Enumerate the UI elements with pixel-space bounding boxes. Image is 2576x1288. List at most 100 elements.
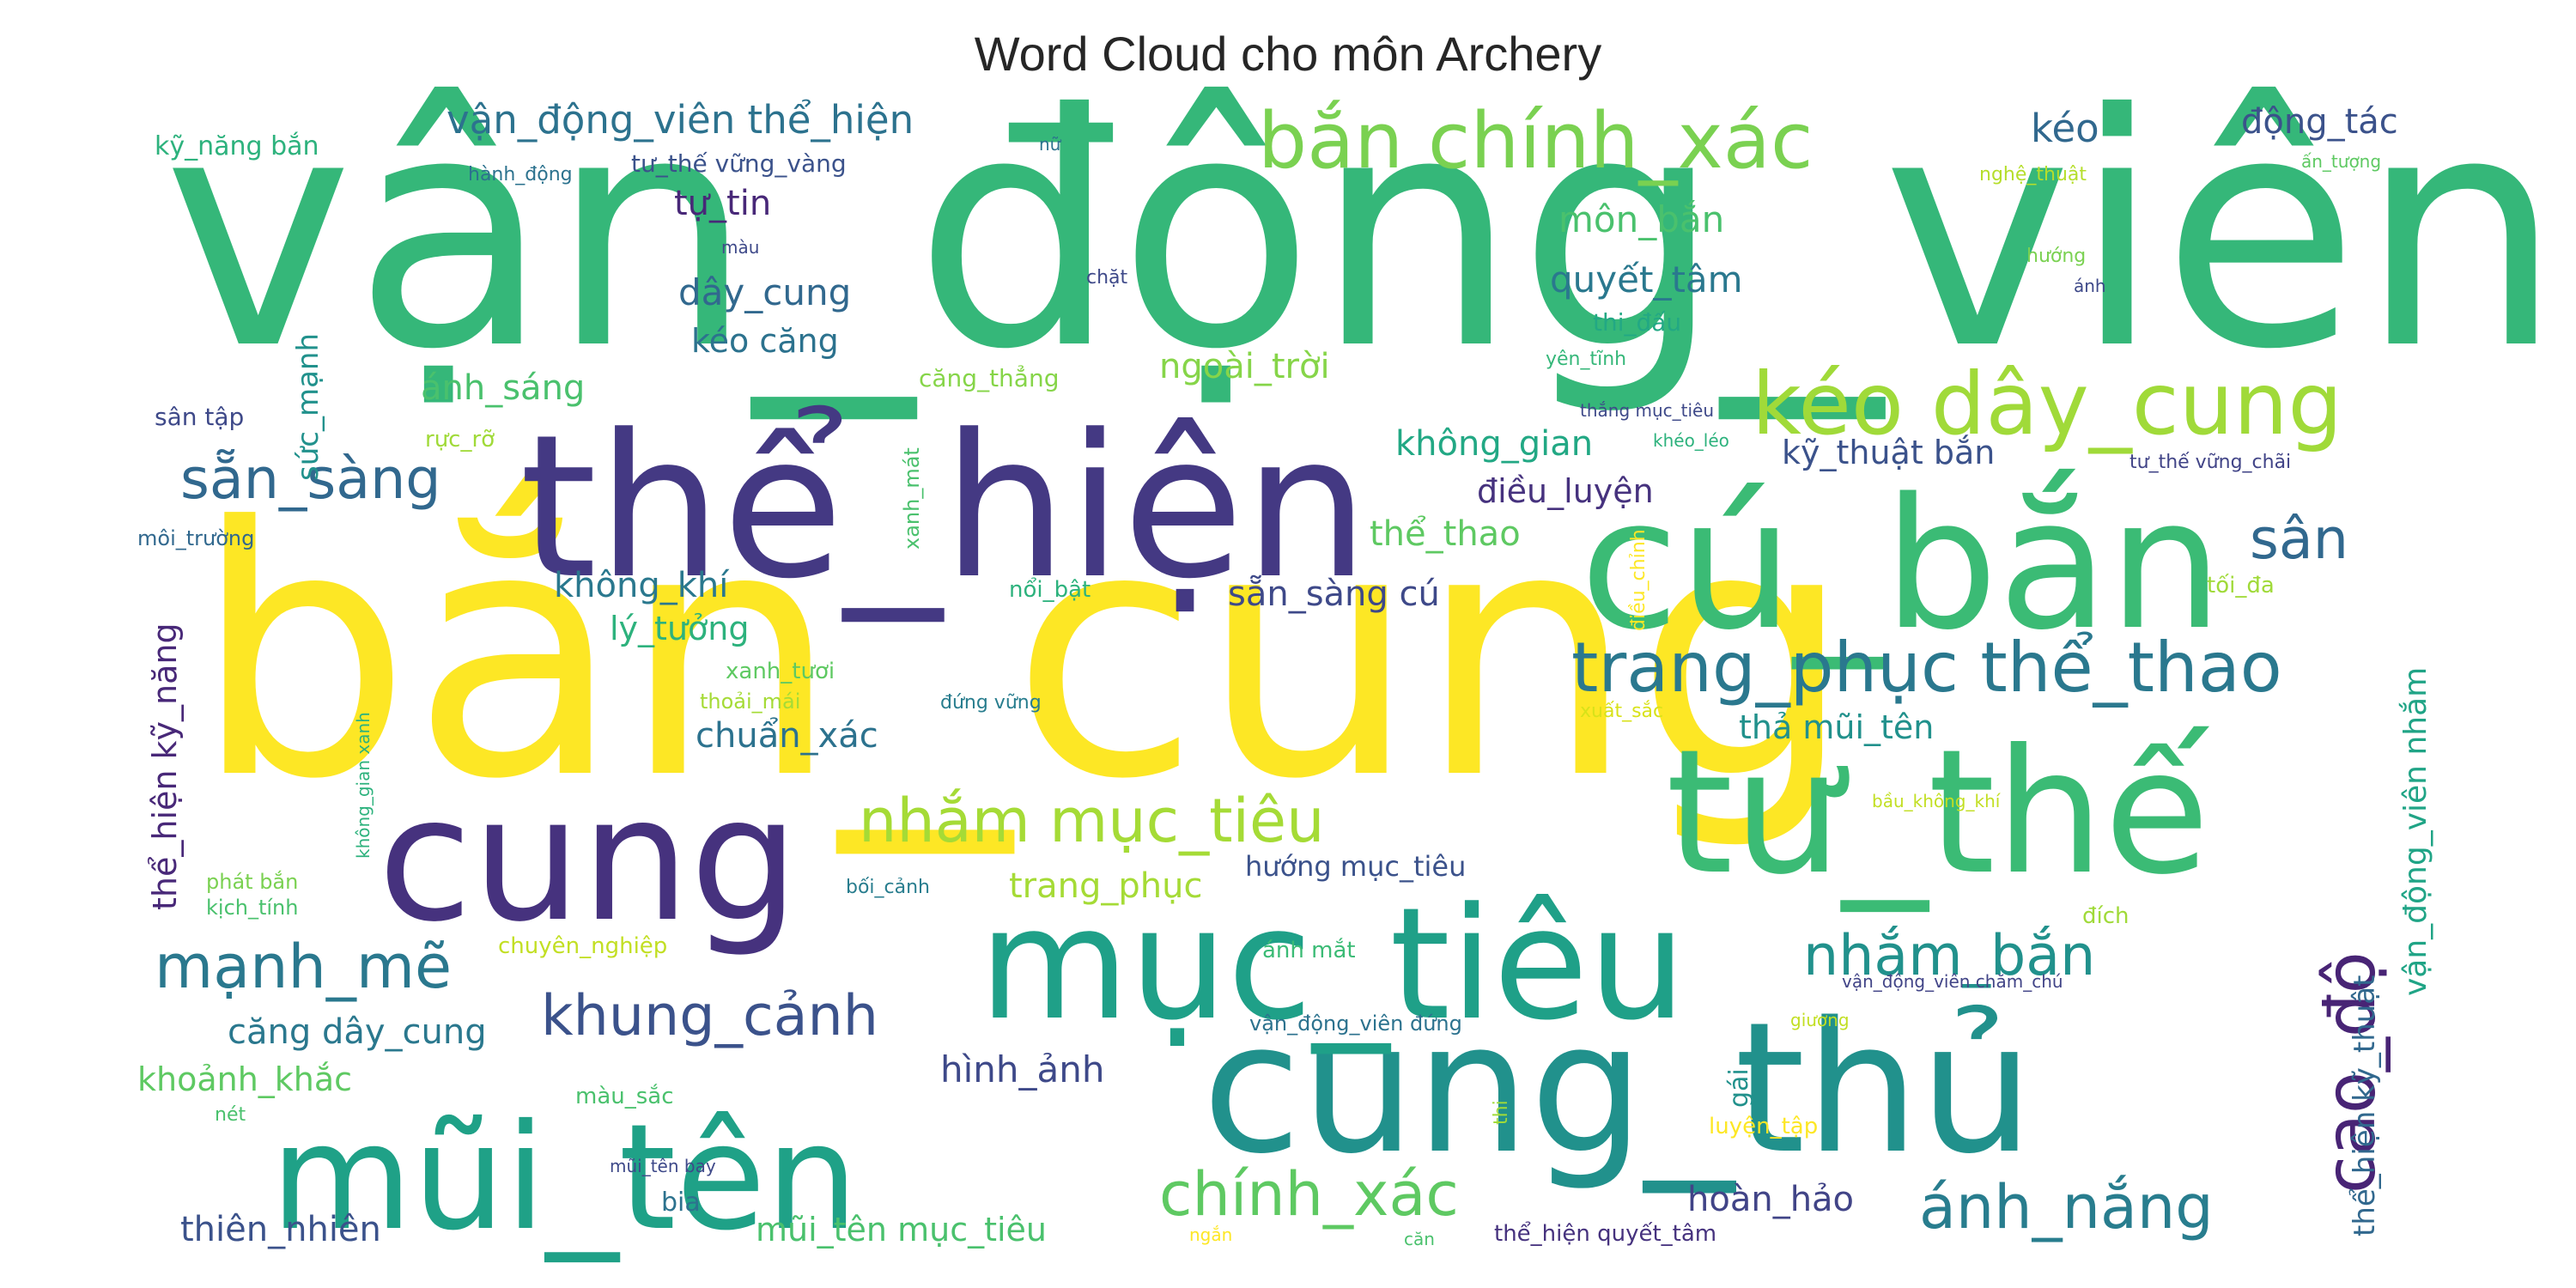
word-ky-nang-ban: kỹ_năng bắn xyxy=(155,131,319,161)
word-cang-day-cung: căng dây_cung xyxy=(228,1012,487,1052)
word-quyet-tam: quyết_tâm xyxy=(1550,258,1743,301)
word-xanh-mat: xanh_mát xyxy=(900,447,924,550)
word-san-sang-cu: sẵn_sàng cú xyxy=(1228,574,1440,614)
word-the-hien-ky-nang: thể_hiện kỹ_năng xyxy=(146,623,184,910)
word-the-hien-quyet-tam: thể_hiện quyết_tâm xyxy=(1494,1220,1716,1247)
word-khong-khi: không_khí xyxy=(554,566,730,605)
word-dong-tac: động_tác xyxy=(2241,102,2398,142)
word-ngan: ngắn xyxy=(1189,1224,1232,1245)
word-anh: ánh xyxy=(2074,276,2106,296)
word-van-dong-vien-dung: vận_động_viên đứng xyxy=(1249,1012,1462,1036)
word-khoanh-khac: khoảnh_khắc xyxy=(137,1060,352,1098)
word-ruc-ro: rực_rỡ xyxy=(425,427,495,453)
word-giuong: giương xyxy=(1790,1010,1850,1030)
word-hanh-dong: hành_động xyxy=(468,164,573,185)
word-khung-canh: khung_cảnh xyxy=(541,984,878,1048)
word-nham-muc-tieu: nhắm mục_tiêu xyxy=(859,786,1324,856)
word-mau-sac: màu_sắc xyxy=(575,1083,674,1109)
word-thi: thi xyxy=(1491,1100,1512,1125)
word-ban-chinh-xac: bắn chính_xác xyxy=(1258,96,1813,186)
word-anh-nang: ánh_nắng xyxy=(1919,1172,2214,1242)
word-bau-khong-khi: bầu_không_khí xyxy=(1872,791,2002,811)
word-bia: bia xyxy=(661,1188,701,1218)
word-boi-canh: bối_cảnh xyxy=(846,877,930,898)
word-cung-thu: cung_thủ xyxy=(1202,983,2033,1194)
word-toi-da: tối_đa xyxy=(2207,573,2275,598)
word-tu-the-vung-chai: tư_thế vững_chãi xyxy=(2129,452,2291,473)
word-chuyen-nghiep: chuyên_nghiệp xyxy=(498,933,667,959)
word-tha-mui-ten: thả mũi_tên xyxy=(1739,708,1934,746)
word-anh-sang: ánh_sáng xyxy=(421,368,585,408)
word-dieu-chinh: điều_chỉnh xyxy=(1628,529,1649,631)
word-yen-tinh: yên_tĩnh xyxy=(1546,349,1626,370)
word-mui-ten-bay: mũi_tên bay xyxy=(610,1156,716,1176)
word-san: sân xyxy=(2250,507,2348,572)
word-thoai-mai: thoải_mái xyxy=(700,690,800,714)
word-san-tap: sân tập xyxy=(155,403,244,431)
word-thien-nhien: thiên_nhiên xyxy=(180,1210,381,1249)
word-hoan-hao: hoàn_hảo xyxy=(1687,1180,1854,1219)
word-thi-dau: thi_đấu xyxy=(1593,308,1681,337)
word-khong-gian: không_gian xyxy=(1395,424,1593,464)
word-tu-the: tư_thế xyxy=(1666,713,2209,913)
word-van-dong-vien-the-hien: vận_động_viên thể_hiện xyxy=(447,97,914,143)
word-dung-vung: đứng vững xyxy=(940,692,1042,714)
word-van-dong-vien: vận_động_viên xyxy=(163,46,2563,424)
word-ly-tuong: lý_tưởng xyxy=(610,610,749,647)
word-huong: hướng xyxy=(2026,246,2086,267)
word-an-tuong: ấn_tượng xyxy=(2301,151,2381,172)
word-mon-ban: môn_bắn xyxy=(1558,198,1724,240)
word-dich: đích xyxy=(2082,903,2129,929)
word-mau: màu xyxy=(721,237,759,258)
word-keo: kéo xyxy=(2031,106,2099,151)
word-gai: gái xyxy=(1724,1068,1754,1108)
word-trang-phuc-the-thao: trang_phục thể_thao xyxy=(1571,628,2282,708)
word-ky-thuat-ban: kỹ_thuật bắn xyxy=(1782,434,1995,471)
word-nghe-thuat: nghệ_thuật xyxy=(1979,164,2087,185)
word-chinh-xac: chính_xác xyxy=(1159,1159,1459,1230)
word-tu-the-vung-vang: tư_thế vững_vàng xyxy=(631,149,847,178)
word-keo-day-cung: kéo dây_cung xyxy=(1752,354,2342,454)
word-van-dong-vien-cham-chu: vận_động_viên chăm_chú xyxy=(1842,971,2063,992)
word-day-cung: dây_cung xyxy=(678,271,851,313)
word-xanh-tuoi: xanh_tươi xyxy=(726,659,835,684)
word-mui-ten-muc-tieu: mũi_tên mục_tiêu xyxy=(756,1211,1047,1249)
word-luyen-tap: luyện_tập xyxy=(1709,1114,1818,1139)
word-can: căn xyxy=(1404,1229,1435,1249)
word-muc-tieu: mục_tiêu xyxy=(979,875,1686,1054)
word-the-hien-ky-thuat: thể_hiện kỹ_thuật xyxy=(2348,975,2382,1236)
word-san-sang: sẵn_sàng xyxy=(180,447,441,512)
word-nham-ban: nhắm_bắn xyxy=(1803,924,2095,988)
word-khong-gian-xanh: không_gian xanh xyxy=(353,712,374,859)
word-chuan-xac: chuẩn_xác xyxy=(696,716,878,756)
chart-title: Word Cloud cho môn Archery xyxy=(974,27,1602,81)
word-xuat-sac: xuất_sắc xyxy=(1580,701,1663,722)
word-manh-me: mạnh_mẽ xyxy=(155,932,452,1002)
word-ngoai-troi: ngoài_trời xyxy=(1159,347,1330,386)
word-chat: chặt xyxy=(1086,267,1128,289)
word-ban-cung: bắn_cung xyxy=(193,455,1853,859)
word-tu-tin: tự_tin xyxy=(674,184,771,223)
word-moi-truong: môi_trường xyxy=(137,526,254,550)
word-phat-ban: phát bắn xyxy=(206,869,298,894)
word-anh-mat: ánh mắt xyxy=(1262,937,1356,963)
word-kheo-leo: khéo_léo xyxy=(1653,430,1729,451)
word-hinh-anh: hình_ảnh xyxy=(940,1048,1105,1091)
word-cang-thang: căng_thẳng xyxy=(919,364,1059,392)
word-thang-muc-tieu: thắng mục_tiêu xyxy=(1580,400,1714,421)
word-cung: cung xyxy=(378,760,799,960)
word-net: nét xyxy=(215,1104,246,1126)
word-the-hien: thể_hiện xyxy=(519,393,1369,623)
word-nu: nữ xyxy=(1039,134,1062,155)
word-suc-manh: sức_mạnh xyxy=(291,333,325,481)
word-van-dong-vien-nham: vận_động_viên nhắm xyxy=(2398,667,2433,996)
word-cao-do: cao_độ xyxy=(2311,951,2391,1194)
word-mui-ten: mũi_tên xyxy=(270,1093,859,1263)
word-dieu-luyen: điều_luyện xyxy=(1477,472,1654,510)
word-keo-cang: kéo căng xyxy=(691,322,839,360)
word-cu-ban: cú_bắn xyxy=(1580,459,2223,670)
word-kich-tinh: kịch_tính xyxy=(206,896,298,920)
word-trang-phuc: trang_phục xyxy=(1009,866,1202,906)
word-huong-muc-tieu: hướng mục_tiêu xyxy=(1245,850,1466,883)
